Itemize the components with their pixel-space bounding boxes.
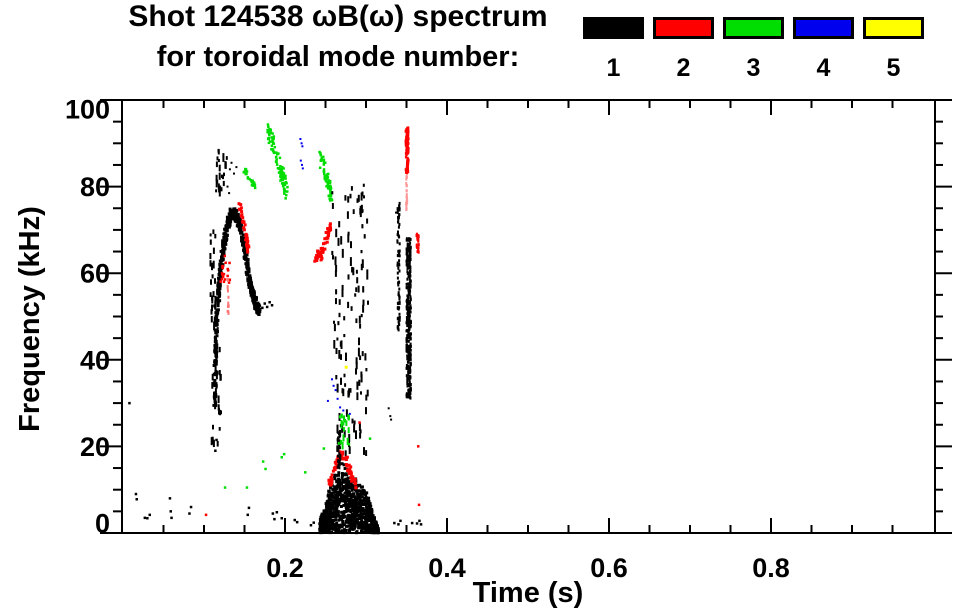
legend-label-4: 4 — [816, 54, 831, 82]
y-tick-label-100: 100 — [65, 95, 110, 125]
legend-label-row: 1 2 3 4 5 — [583, 56, 933, 81]
y-tick-label-60: 60 — [80, 259, 110, 289]
y-tick-label-40: 40 — [80, 345, 110, 375]
y-tick-label-20: 20 — [80, 432, 110, 462]
legend-swatch-5 — [863, 17, 924, 39]
x-tick-label-0.8: 0.8 — [752, 553, 790, 583]
mode-legend: 1 2 3 4 5 — [583, 17, 933, 81]
y-tick-label-0: 0 — [95, 509, 110, 539]
y-tick-label-80: 80 — [80, 172, 110, 202]
legend-swatch-1 — [583, 17, 644, 39]
x-tick-label-0.2: 0.2 — [266, 553, 304, 583]
chart-title: Shot 124538 ωB(ω) spectrum for toroidal … — [88, 2, 588, 72]
legend-label-1: 1 — [606, 54, 621, 82]
x-tick-label-0.4: 0.4 — [428, 553, 466, 583]
legend-swatch-4 — [793, 17, 854, 39]
legend-label-5: 5 — [886, 54, 901, 82]
legend-label-2: 2 — [676, 54, 691, 82]
chart-title-line2: for toroidal mode number: — [156, 41, 520, 73]
x-tick-label-0.6: 0.6 — [590, 553, 628, 583]
legend-label-3: 3 — [746, 54, 761, 82]
chart-title-line1: Shot 124538 ωB(ω) spectrum — [128, 0, 548, 33]
legend-swatch-row — [583, 17, 933, 39]
x-axis-title: Time (s) — [472, 577, 584, 609]
legend-swatch-2 — [653, 17, 714, 39]
legend-swatch-3 — [723, 17, 784, 39]
y-axis-title: Frequency (kHz) — [14, 206, 46, 432]
